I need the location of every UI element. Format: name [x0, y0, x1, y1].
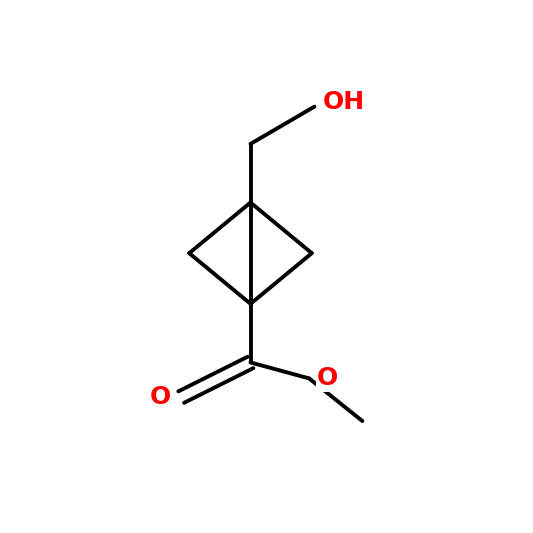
Text: OH: OH	[322, 90, 365, 115]
Text: O: O	[149, 385, 171, 409]
Text: O: O	[317, 366, 338, 391]
